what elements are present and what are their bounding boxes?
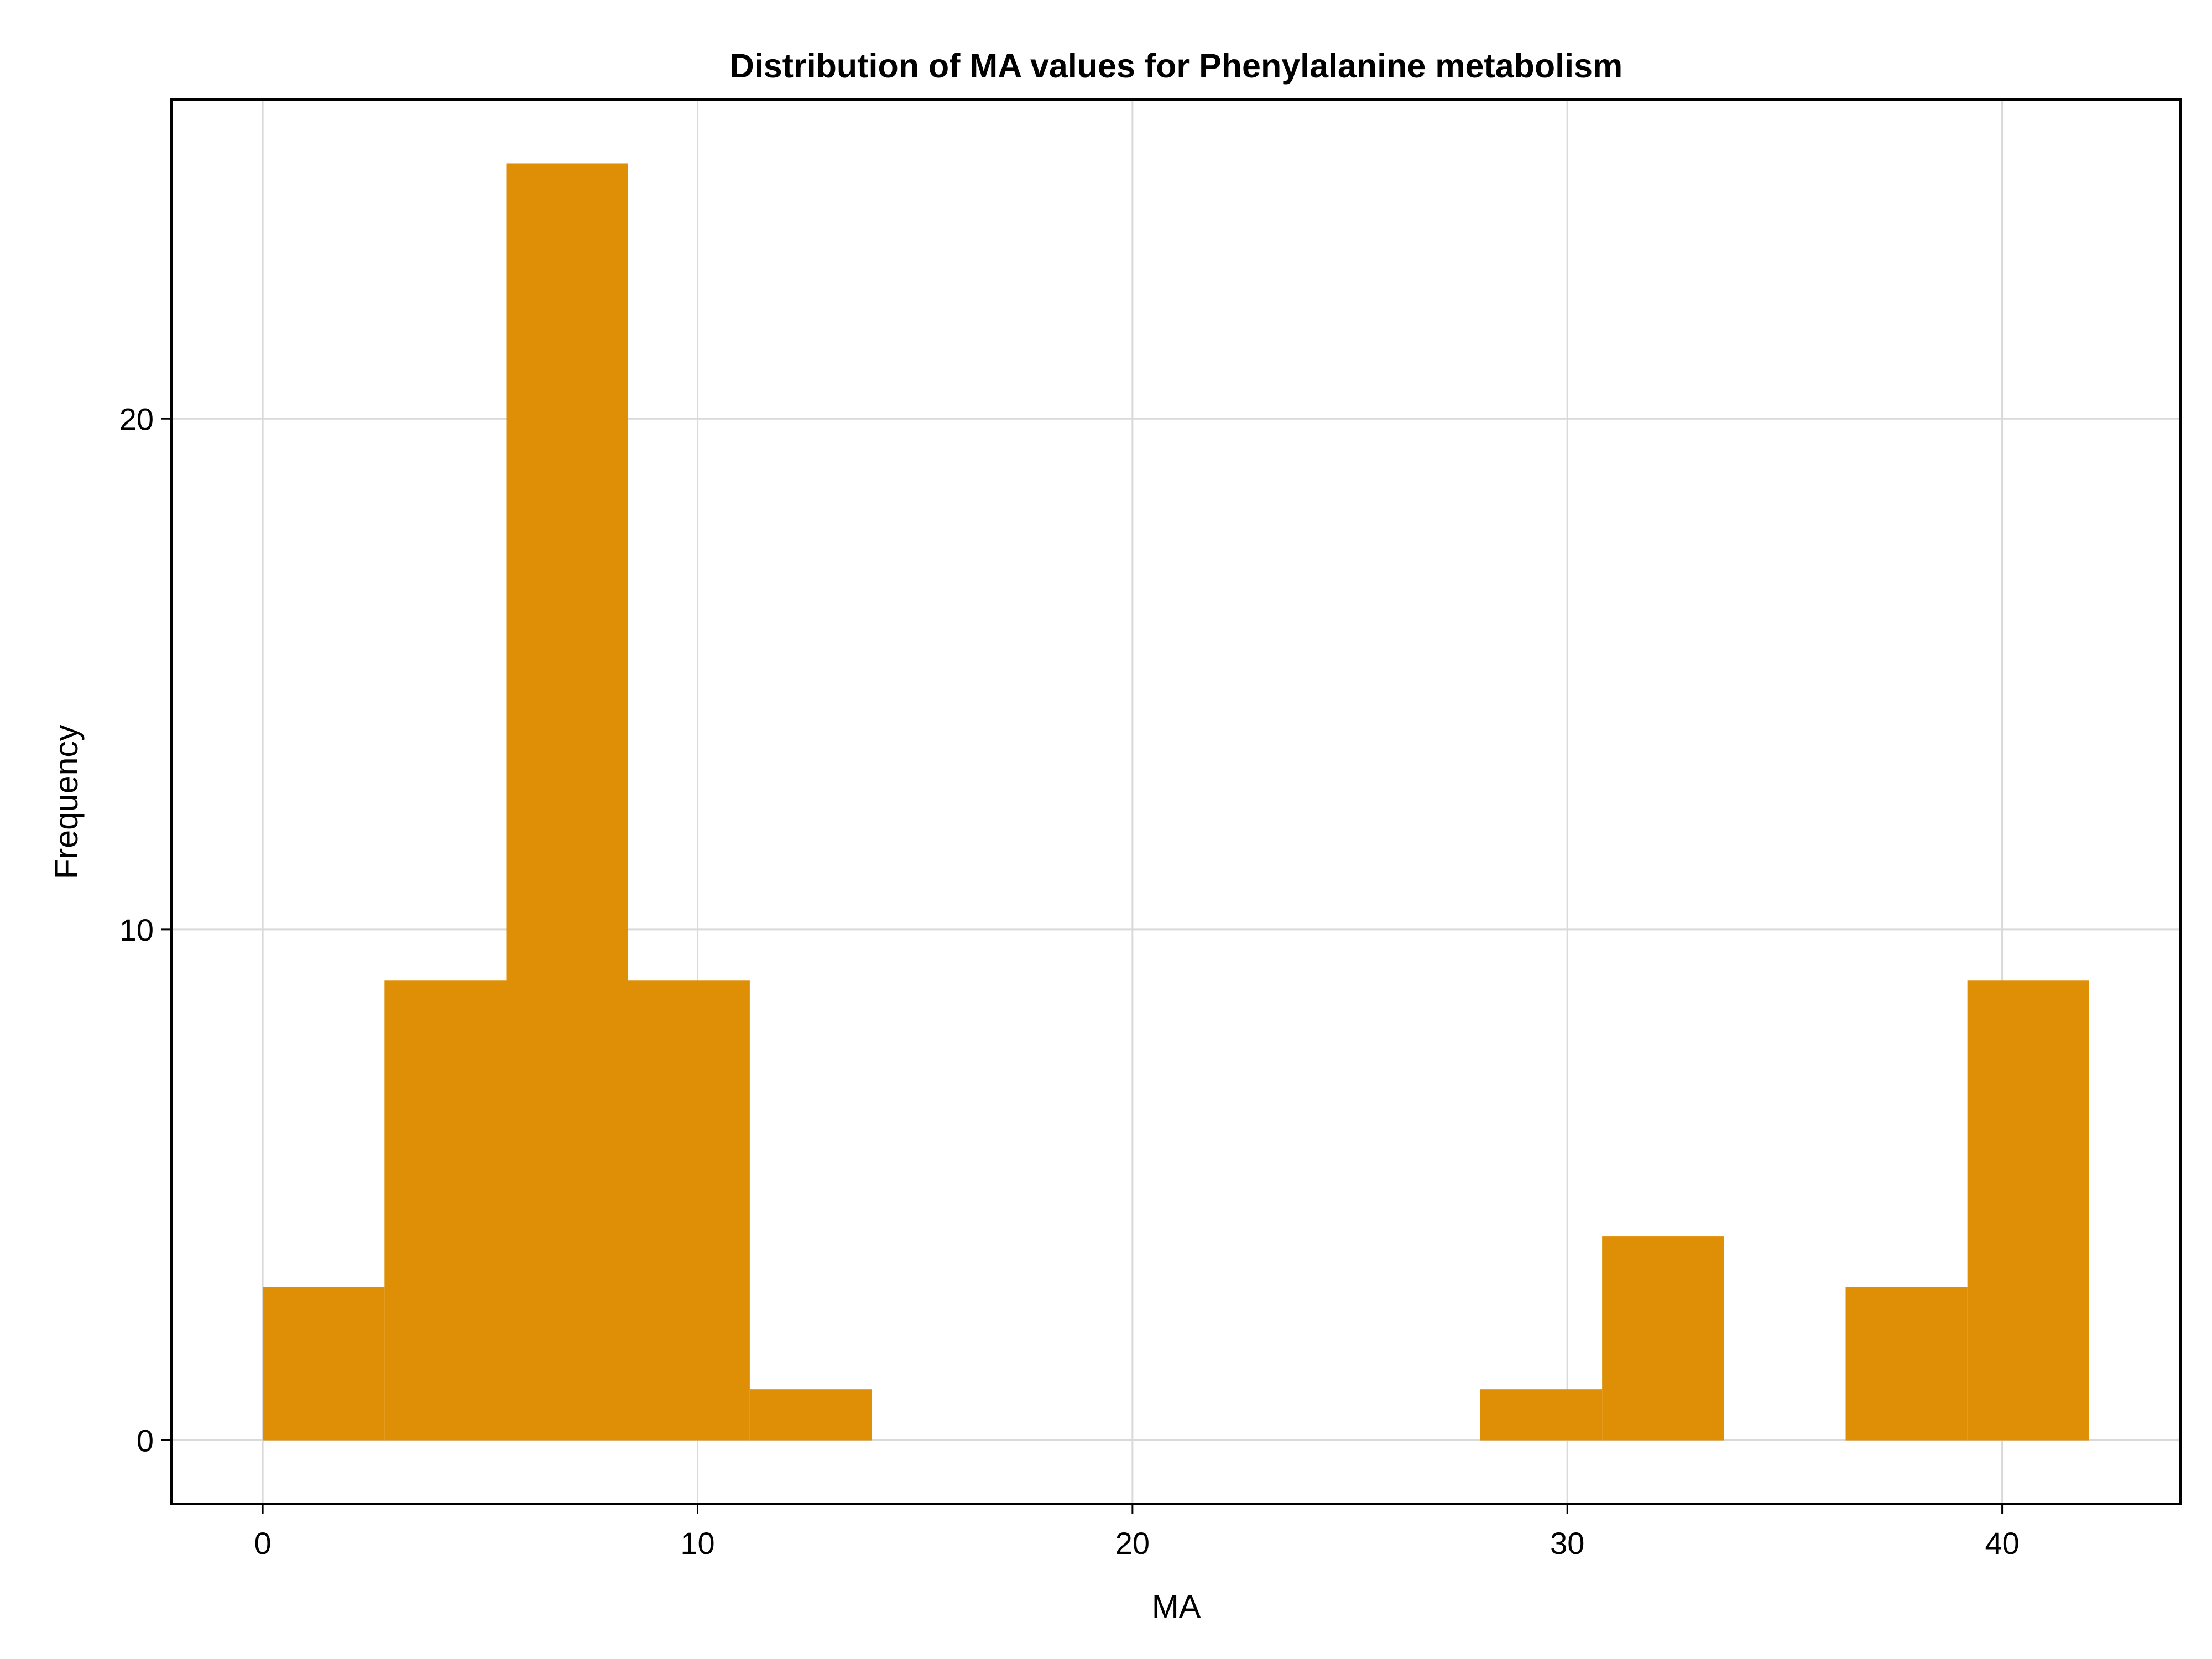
chart-title: Distribution of MA values for Phenylalan… [730,47,1623,85]
histogram-bar-2 [506,163,628,1441]
x-tick-label-2: 20 [1115,1526,1150,1561]
y-tick-label-0: 0 [137,1423,154,1458]
histogram-bar-14 [1967,980,2089,1441]
axis-ticks: 0 10 20 30 40 0 10 20 [119,401,2020,1561]
x-axis-label: MA [1152,1588,1201,1625]
y-tick-label-1: 10 [119,912,154,947]
histogram-bar-0 [263,1287,385,1441]
y-tick-label-2: 20 [119,401,154,436]
histogram-bar-4 [749,1389,872,1441]
histogram-bar-1 [384,980,507,1441]
x-tick-label-4: 40 [1985,1526,2019,1561]
x-tick-label-1: 10 [680,1526,714,1561]
histogram-bars [263,163,2089,1441]
histogram-bar-10 [1480,1389,1603,1441]
x-tick-label-0: 0 [254,1526,272,1561]
histogram-bar-11 [1602,1236,1724,1441]
histogram-bar-3 [628,980,750,1441]
x-tick-label-3: 30 [1550,1526,1584,1561]
histogram-bar-13 [1845,1287,1968,1441]
plot-frame [170,98,2182,1505]
y-axis-label: Frequency [48,724,85,879]
